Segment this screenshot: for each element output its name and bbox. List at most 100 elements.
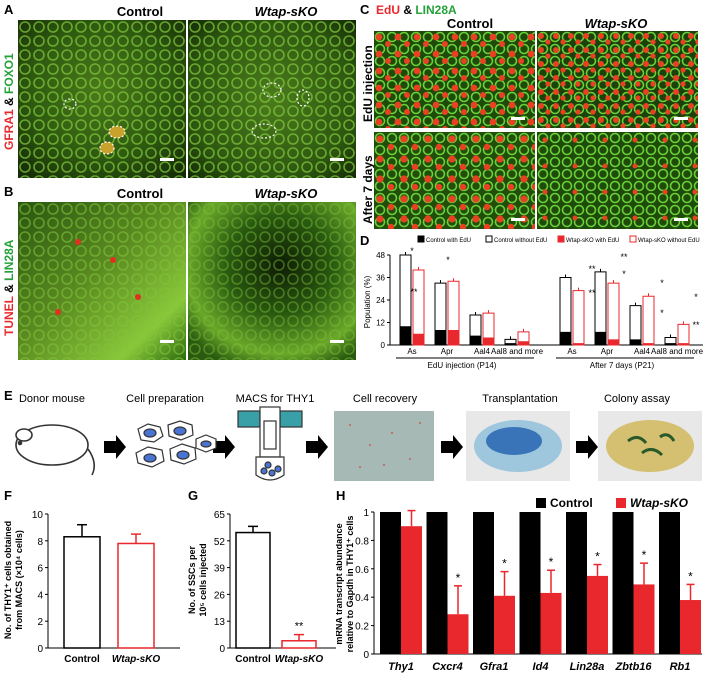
significance-marker: *: [642, 548, 647, 562]
bar-control-with-edu: [505, 343, 516, 345]
scale-bar: [674, 117, 688, 120]
significance-marker: **: [620, 252, 628, 262]
micrograph-c-control-edu: [374, 31, 535, 128]
x-tick-label: Control: [64, 654, 100, 665]
bar-control: [659, 512, 680, 654]
workflow-illustration: [0, 405, 705, 485]
panel-c-title-control: Control: [446, 16, 494, 31]
y-tick-label: 12: [376, 319, 385, 328]
significance-marker: *: [456, 571, 461, 585]
mouse-icon: [15, 424, 96, 476]
bar-control-with-edu: [470, 335, 481, 345]
panel-label-e: E: [4, 388, 13, 403]
bar-control-with-edu: [665, 343, 676, 345]
bar-sko: [401, 526, 422, 654]
y-tick-label: 26: [214, 590, 226, 601]
bar-sko: [633, 584, 655, 654]
workflow-step-donor-mouse: Donor mouse: [18, 393, 86, 405]
bar-control-with-edu: [560, 331, 571, 345]
macs-column-icon: [237, 406, 303, 481]
panel-c-row1-label: EdU injection: [361, 45, 375, 122]
bar-sko-with-edu: [518, 341, 529, 345]
y-tick-label: 10: [32, 510, 44, 521]
significance-marker: *: [502, 557, 507, 571]
scale-bar: [511, 218, 525, 221]
scale-bar: [511, 117, 525, 120]
panel-a-stain-label: GFRA1 & FOXO1: [2, 53, 16, 150]
micrograph-c-control-7days: [374, 132, 535, 229]
y-tick-label: 39: [214, 564, 226, 575]
significance-marker: **: [295, 621, 304, 633]
bar-sko-without-edu: [677, 323, 690, 346]
bar-control: [380, 512, 401, 654]
panel-label-a: A: [4, 2, 14, 17]
x-tick-label: Thy1: [388, 661, 414, 673]
panel-b-stain-label: TUNEL & LIN28A: [2, 239, 16, 336]
legend-swatch: [536, 498, 546, 508]
workflow-step-transplantation: Transplantation: [482, 393, 558, 405]
bar-sko-with-edu: [643, 343, 654, 345]
legend-label: Control with EdU: [426, 238, 471, 244]
y-tick-label: 0: [363, 650, 369, 661]
panel-c-stain-label: EdU & LIN28A: [376, 3, 457, 17]
panel-a-title-control: Control: [116, 4, 164, 19]
significance-marker: **: [588, 264, 596, 274]
significance-marker: *: [660, 308, 664, 318]
y-tick-label: 0: [381, 341, 386, 350]
bar-sko-with-edu: [413, 333, 424, 345]
panel-label-h: H: [336, 488, 346, 503]
legend-label: Wtap-sKO with EdU: [566, 238, 619, 244]
bar-sko-without-edu: [607, 282, 620, 346]
y-tick-label: 0: [37, 644, 43, 655]
y-axis-label: 10⁵ cells injected: [198, 543, 208, 616]
y-axis-label: from MACS (×10⁴ cells): [14, 530, 24, 630]
bar-sko-with-edu: [678, 343, 689, 345]
x-tick-label: Apr: [441, 347, 454, 356]
micrograph-b-sko: [188, 202, 356, 360]
significance-marker: *: [549, 555, 554, 569]
micrograph-c-sko-edu: [537, 31, 698, 128]
x-tick-label: As: [407, 347, 416, 356]
legend-swatch: [557, 235, 565, 243]
y-tick-label: 0.2: [355, 622, 369, 633]
bar-control: [519, 512, 541, 654]
legend-label: Wtap-sKO without EdU: [638, 238, 700, 244]
bar: [235, 531, 271, 649]
bar-control-with-edu: [630, 339, 641, 345]
panel-label-f: F: [4, 488, 12, 503]
x-tick-label: Rb1: [670, 661, 691, 673]
bar-control-with-edu: [400, 326, 411, 345]
y-tick-label: 4: [37, 590, 43, 601]
micrograph-a-sko: [188, 20, 356, 178]
x-tick-label: Zbtb16: [614, 661, 652, 673]
workflow-step-cell-recovery: Cell recovery: [352, 393, 418, 405]
scale-bar: [160, 158, 174, 161]
y-tick-label: 0.6: [355, 565, 369, 576]
cell-recovery-photo: [334, 411, 434, 481]
workflow-step-colony-assay: Colony assay: [603, 393, 671, 405]
y-tick-label: 0.8: [355, 536, 369, 547]
bar: [281, 640, 317, 649]
bar-control-without-edu: [629, 305, 642, 346]
x-tick-label: Wtap-sKO: [112, 654, 161, 665]
bar-sko-with-edu: [573, 343, 584, 345]
bar-sko-without-edu: [572, 290, 585, 346]
legend-label: Wtap-sKO: [630, 496, 689, 510]
legend-swatch: [629, 235, 637, 243]
bar-sko: [494, 595, 515, 654]
significance-marker: *: [694, 292, 698, 302]
scale-bar: [330, 158, 344, 161]
y-tick-label: 2: [37, 617, 43, 628]
y-tick-label: 0.4: [355, 593, 369, 604]
x-tick-label: Id4: [533, 661, 549, 673]
panel-c-title-sko: Wtap-sKO: [584, 16, 648, 31]
y-tick-label: 0: [219, 644, 225, 655]
bar-control: [473, 512, 494, 654]
significance-marker: *: [688, 569, 693, 583]
workflow-step-cell-preparation: Cell preparation: [126, 393, 204, 405]
workflow-step-macs: MACS for THY1: [235, 393, 315, 405]
chart-g: 0 13 26 39 52 65 No. of SSCs per 10⁵ cells inje…: [186, 494, 346, 679]
x-tick-label: Aal4: [474, 347, 491, 356]
panel-label-d: D: [360, 233, 370, 248]
bar-sko-with-edu: [608, 339, 619, 345]
